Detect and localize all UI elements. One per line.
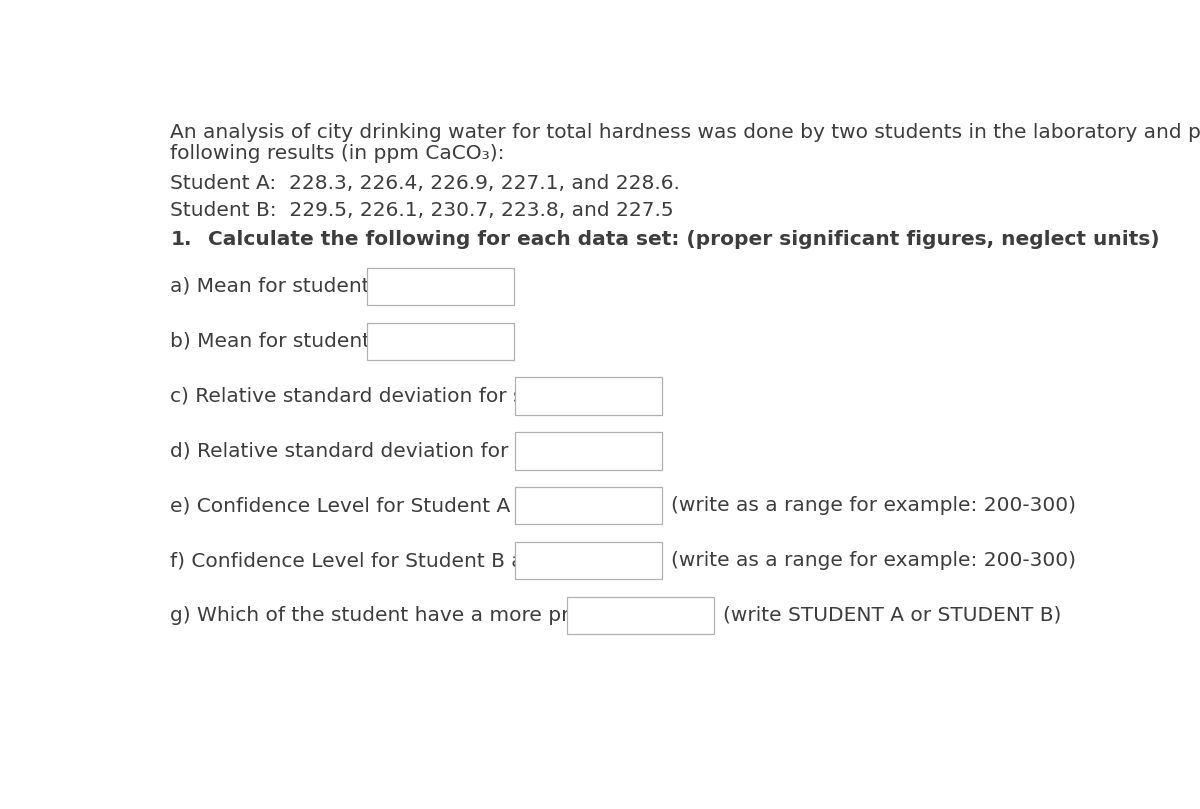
FancyBboxPatch shape: [515, 377, 661, 415]
FancyBboxPatch shape: [515, 542, 661, 579]
FancyBboxPatch shape: [367, 268, 514, 305]
Text: f) Confidence Level for Student B at 95%: f) Confidence Level for Student B at 95%: [170, 551, 583, 570]
Text: (write STUDENT A or STUDENT B): (write STUDENT A or STUDENT B): [722, 606, 1061, 625]
Text: b) Mean for student B: b) Mean for student B: [170, 332, 391, 351]
Text: (write as a range for example: 200-300): (write as a range for example: 200-300): [671, 551, 1076, 570]
Text: Student A:  228.3, 226.4, 226.9, 227.1, and 228.6.: Student A: 228.3, 226.4, 226.9, 227.1, a…: [170, 174, 680, 193]
Text: e) Confidence Level for Student A at 95%: e) Confidence Level for Student A at 95%: [170, 496, 588, 515]
FancyBboxPatch shape: [515, 432, 661, 469]
Text: a) Mean for student A: a) Mean for student A: [170, 277, 390, 296]
Text: 1.: 1.: [170, 231, 192, 249]
Text: An analysis of city drinking water for total hardness was done by two students i: An analysis of city drinking water for t…: [170, 123, 1200, 142]
Text: g) Which of the student have a more precise result?: g) Which of the student have a more prec…: [170, 606, 696, 625]
FancyBboxPatch shape: [566, 597, 714, 634]
Text: d) Relative standard deviation for student B: d) Relative standard deviation for stude…: [170, 442, 612, 460]
Text: (write as a range for example: 200-300): (write as a range for example: 200-300): [671, 496, 1076, 515]
Text: c) Relative standard deviation for student A: c) Relative standard deviation for stude…: [170, 387, 611, 405]
FancyBboxPatch shape: [515, 487, 661, 524]
Text: Calculate the following for each data set: (proper significant figures, neglect : Calculate the following for each data se…: [208, 231, 1159, 249]
Text: Student B:  229.5, 226.1, 230.7, 223.8, and 227.5: Student B: 229.5, 226.1, 230.7, 223.8, a…: [170, 201, 674, 220]
FancyBboxPatch shape: [367, 323, 514, 360]
Text: following results (in ppm CaCO₃):: following results (in ppm CaCO₃):: [170, 145, 505, 163]
